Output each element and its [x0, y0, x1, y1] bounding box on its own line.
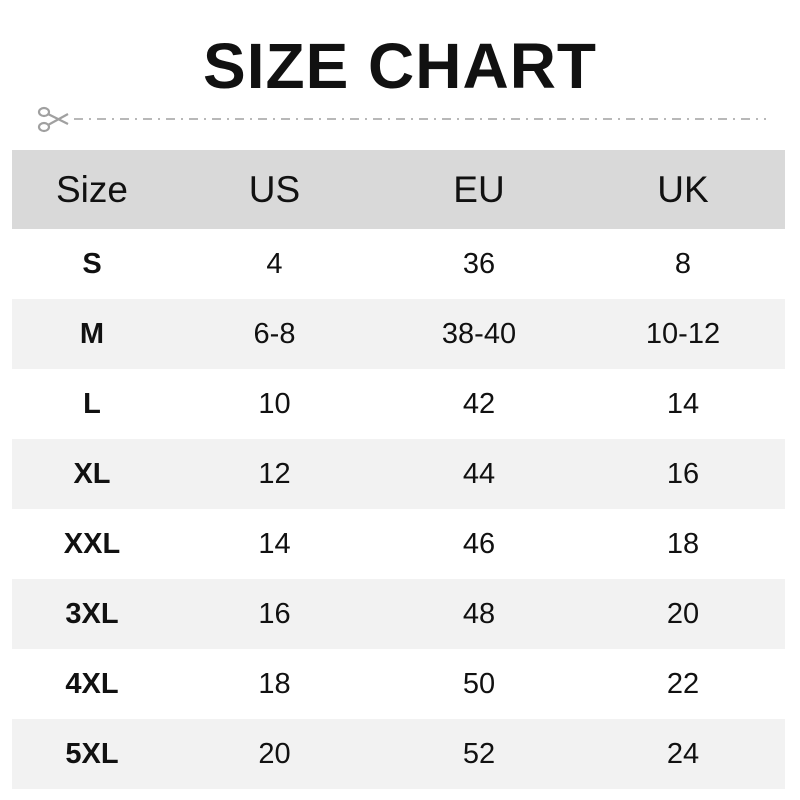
cell-uk: 24	[666, 737, 700, 770]
cell-eu: 52	[462, 737, 496, 770]
cell-eu: 46	[462, 527, 496, 560]
cell-size: 3XL	[65, 597, 119, 630]
table-header: Size US EU UK	[12, 150, 785, 229]
cell-uk: 16	[666, 457, 700, 490]
cell-eu: 38-40	[441, 317, 517, 350]
cell-us: 20	[258, 737, 291, 770]
cell-us: 4	[266, 247, 283, 280]
table-row: M 6-8 38-40 10-12	[12, 299, 785, 369]
table-row: 4XL 18 50 22	[12, 649, 785, 719]
cell-size: L	[83, 387, 101, 420]
cell-us: 6-8	[253, 317, 296, 350]
cell-size: M	[79, 317, 105, 350]
table-row: L 10 42 14	[12, 369, 785, 439]
cell-size: S	[82, 247, 102, 280]
scissors-icon	[37, 106, 69, 133]
cell-size: 5XL	[65, 737, 119, 770]
header-us: US	[248, 168, 301, 210]
cell-eu: 48	[462, 597, 496, 630]
cell-us: 14	[258, 527, 291, 560]
table-row: S 4 36 8	[12, 229, 785, 299]
header-size: Size	[56, 168, 128, 210]
header-uk: UK	[657, 168, 709, 210]
cell-us: 12	[258, 457, 291, 490]
cell-uk: 20	[666, 597, 700, 630]
cell-eu: 44	[462, 457, 496, 490]
cell-uk: 10-12	[645, 317, 721, 350]
cell-size: XXL	[63, 527, 121, 560]
cut-line	[37, 106, 766, 133]
cell-us: 16	[258, 597, 291, 630]
cell-uk: 14	[666, 387, 700, 420]
page-title: SIZE CHART	[203, 30, 597, 102]
cell-size: 4XL	[65, 667, 119, 700]
table-row: XL 12 44 16	[12, 439, 785, 509]
size-table: Size US EU UK S 4 36 8 M 6-8 38-40 10-12 L 10 42 14…	[12, 150, 785, 789]
table-row: XXL 14 46 18	[12, 509, 785, 579]
cell-uk: 22	[666, 667, 700, 700]
cell-us: 10	[258, 387, 291, 420]
table-row: 3XL 16 48 20	[12, 579, 785, 649]
cell-size: XL	[73, 457, 111, 490]
cell-eu: 36	[462, 247, 496, 280]
cell-uk: 18	[666, 527, 700, 560]
cell-us: 18	[258, 667, 291, 700]
cell-eu: 50	[462, 667, 496, 700]
cell-eu: 42	[462, 387, 496, 420]
cell-uk: 8	[674, 247, 692, 280]
table-row: 5XL 20 52 24	[12, 719, 785, 789]
header-eu: EU	[453, 168, 505, 210]
